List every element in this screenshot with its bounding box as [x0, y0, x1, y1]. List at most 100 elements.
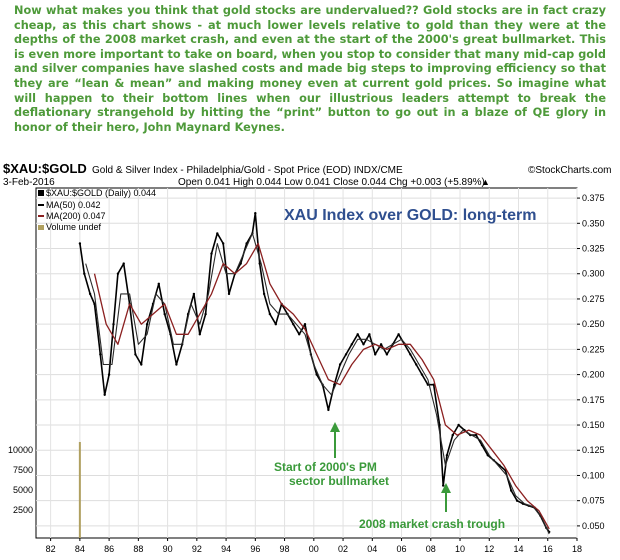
ohlc-readout: Open 0.041 High 0.044 Low 0.041 Close 0.…: [178, 177, 485, 188]
y-tick-label: 0.050: [582, 521, 605, 531]
annotation-bullmarket-line2: sector bullmarket: [289, 474, 389, 488]
price-point: [442, 484, 445, 487]
commentary-text: Now what makes you think that gold stock…: [14, 4, 606, 134]
price-point: [78, 242, 82, 245]
legend-price-label: $XAU:$GOLD (Daily) 0.044: [46, 188, 156, 198]
gridlines: [36, 188, 578, 538]
plot-area: [35, 187, 578, 539]
series-ma50-line: [85, 232, 550, 535]
series-lines: [78, 212, 551, 535]
y-tick-label: 0.225: [582, 344, 605, 354]
series-ma200-line: [93, 242, 550, 530]
price-point: [88, 292, 92, 296]
x-tick-label: 94: [221, 544, 231, 554]
price-point: [274, 323, 277, 326]
price-point: [327, 408, 330, 412]
x-tick-label: 12: [484, 544, 494, 554]
x-tick-label: 90: [163, 544, 173, 554]
price-point: [103, 393, 106, 396]
price-point: [192, 292, 196, 296]
price-point: [258, 262, 261, 265]
chart-title: XAU Index over GOLD: long-term: [284, 207, 536, 224]
y-tick-label: 0.350: [582, 218, 605, 228]
annotation-bullmarket-start: Start of 2000's PM sector bullmarket: [274, 422, 389, 488]
price-point: [385, 353, 389, 356]
price-point: [222, 242, 225, 245]
y-tick-label: 0.150: [582, 420, 605, 430]
legend: $XAU:$GOLD (Daily) 0.044 MA(50) 0.042 MA…: [38, 188, 156, 232]
x-tick-label: 10: [455, 544, 465, 554]
y-tick-label: 0.200: [582, 370, 605, 380]
price-point: [107, 373, 111, 376]
x-tick-label: 14: [514, 544, 524, 554]
volume-bar: [78, 442, 81, 538]
x-tick-label: 08: [426, 544, 436, 554]
y-tick-label: 0.075: [582, 496, 605, 506]
price-point: [140, 363, 143, 366]
chart-description: Gold & Silver Index - Philadelphia/Gold …: [92, 165, 403, 176]
price-point: [362, 343, 365, 346]
price-point: [315, 373, 318, 376]
price-point: [356, 333, 359, 336]
price-point: [515, 499, 519, 502]
price-point: [157, 282, 160, 285]
price-point: [368, 333, 371, 336]
arrow-up-icon: [441, 483, 451, 493]
price-point: [303, 323, 307, 326]
price-point: [227, 292, 231, 296]
price-point: [175, 363, 178, 366]
chart-date: 3-Feb-2016: [3, 177, 55, 188]
price-point: [415, 363, 418, 366]
price-point: [397, 333, 400, 336]
price-point: [298, 333, 301, 336]
price-point: [262, 292, 266, 296]
change-up-arrow-icon: ▲: [481, 177, 490, 187]
price-point: [134, 353, 137, 356]
x-tick-label: 00: [309, 544, 319, 554]
price-point: [457, 423, 460, 427]
price-point: [292, 323, 295, 326]
annotation-bullmarket-line1: Start of 2000's PM: [274, 460, 377, 474]
price-point: [163, 312, 166, 316]
y-tick-label: 0.375: [582, 193, 605, 203]
volume-panel: [78, 442, 81, 538]
y-tick-label: 0.250: [582, 319, 605, 329]
volume-tick-label: 10000: [8, 445, 33, 455]
price-point: [254, 212, 257, 215]
price-point: [409, 353, 412, 356]
price-point: [112, 323, 115, 326]
legend-ma200-label: MA(200) 0.047: [46, 211, 106, 221]
x-tick-label: 92: [192, 544, 202, 554]
price-point: [379, 343, 383, 346]
price-point: [268, 312, 272, 316]
price-point: [116, 272, 120, 275]
legend-volume-label: Volume undef: [46, 222, 102, 232]
price-point: [350, 343, 353, 346]
price-ratio-chart: $XAU:$GOLD Gold & Silver Index - Philade…: [3, 161, 612, 554]
x-tick-label: 88: [133, 544, 143, 554]
annotation-crash-trough: 2008 market crash trough: [359, 483, 505, 531]
price-point: [204, 312, 207, 316]
price-point: [510, 489, 513, 492]
annotation-crash-label: 2008 market crash trough: [359, 517, 505, 531]
price-point: [93, 302, 96, 306]
price-point: [420, 373, 424, 376]
y-tick-label: 0.300: [582, 269, 605, 279]
price-point: [445, 454, 449, 457]
price-point: [474, 433, 478, 437]
legend-swatch-price: [38, 190, 44, 196]
price-point: [198, 333, 201, 336]
axis-ticks: 0.050 0.075 0.100 0.125 0.150 0.175 0.200 0.225…: [8, 193, 605, 554]
x-tick-label: 82: [46, 544, 56, 554]
price-point: [451, 433, 454, 437]
price-point: [145, 323, 149, 326]
x-tick-label: 04: [367, 544, 377, 554]
x-tick-label: 84: [75, 544, 85, 554]
price-point: [122, 262, 125, 265]
price-point: [374, 353, 377, 356]
price-point: [210, 252, 213, 255]
legend-ma50-label: MA(50) 0.042: [46, 200, 101, 210]
y-tick-label: 0.325: [582, 244, 605, 254]
x-tick-label: 02: [338, 544, 348, 554]
x-tick-label: 16: [543, 544, 553, 554]
